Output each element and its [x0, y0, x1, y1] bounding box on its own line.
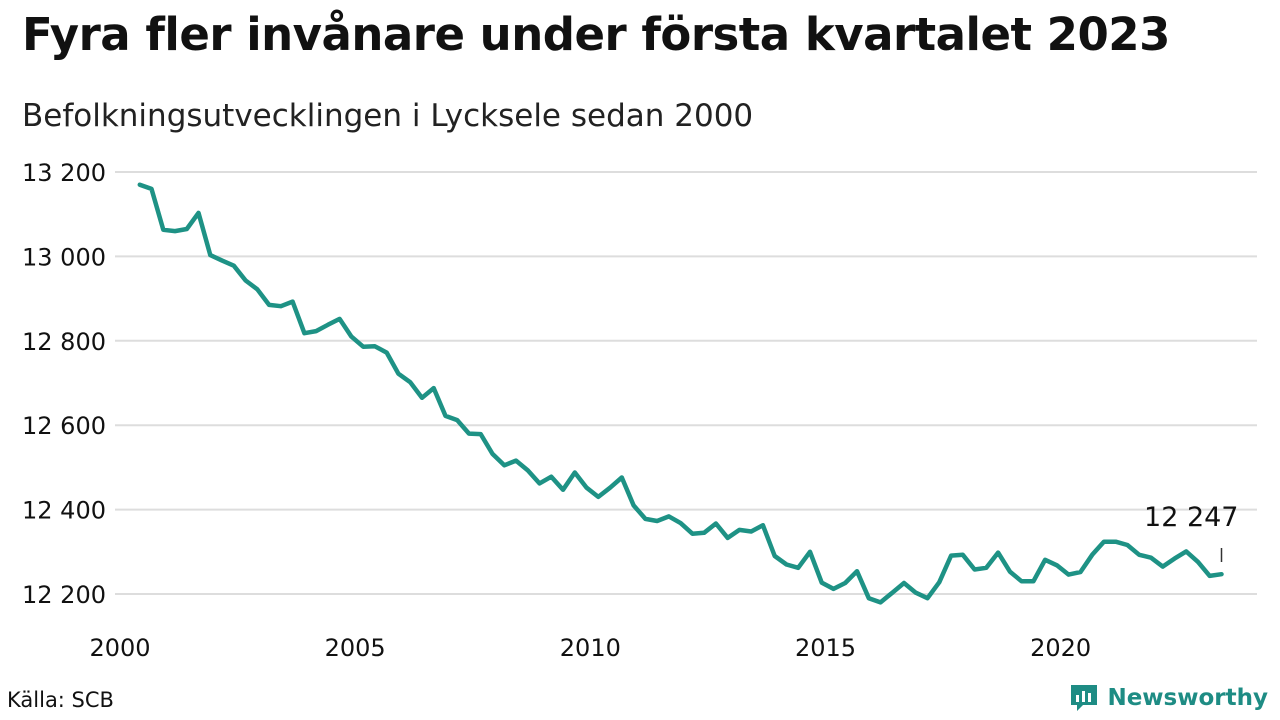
- y-tick-label: 13 000: [22, 243, 106, 271]
- chart-subtitle: Befolkningsutvecklingen i Lycksele sedan…: [22, 98, 754, 134]
- x-tick-label: 2015: [795, 634, 856, 662]
- chart-logo-icon: [1071, 685, 1098, 711]
- y-tick-label: 12 400: [22, 497, 106, 525]
- y-tick-label: 12 600: [22, 412, 106, 440]
- brand-logo: Newsworthy: [1069, 683, 1268, 713]
- chart-title: Fyra fler invånare under första kvartale…: [22, 8, 1170, 61]
- brand-name: Newsworthy: [1107, 685, 1268, 711]
- series-line: [137, 182, 1224, 605]
- annotation-label: 12 247: [1144, 502, 1238, 533]
- y-tick-label: 12 800: [22, 328, 106, 356]
- source-note: Källa: SCB: [7, 688, 114, 712]
- y-tick-label: 12 200: [22, 581, 106, 609]
- x-tick-label: 2020: [1030, 634, 1091, 662]
- y-tick-label: 13 200: [22, 159, 106, 187]
- x-tick-label: 2000: [89, 634, 150, 662]
- x-tick-label: 2005: [325, 634, 386, 662]
- x-tick-label: 2010: [560, 634, 621, 662]
